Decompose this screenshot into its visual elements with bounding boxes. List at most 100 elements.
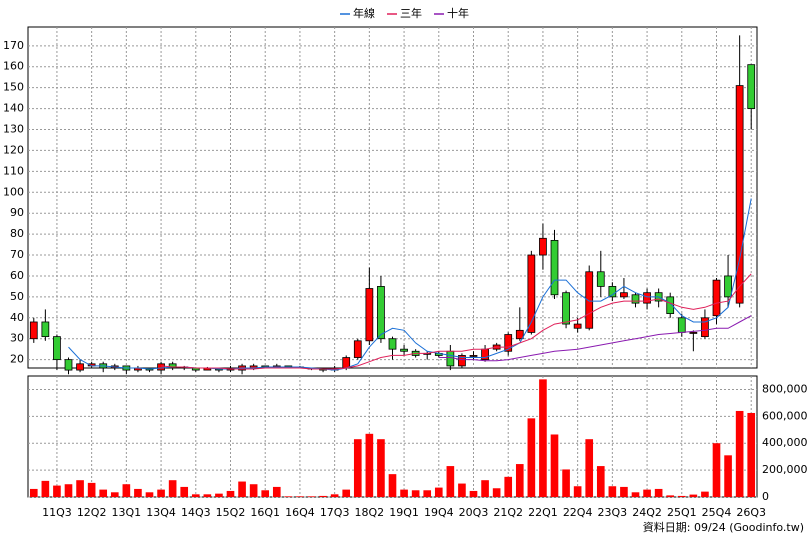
candle-body xyxy=(76,363,84,371)
volume-bar xyxy=(446,466,455,497)
volume-bar xyxy=(562,469,570,497)
x-tick-label: 12Q2 xyxy=(77,506,107,519)
candle-body xyxy=(168,363,177,369)
volume-bar xyxy=(238,481,246,497)
volume-bar xyxy=(504,476,513,497)
y2-tick-label: 0 xyxy=(762,490,769,503)
volume-bar xyxy=(377,439,385,497)
volume-bar xyxy=(550,434,559,497)
x-tick-label: 24Q2 xyxy=(632,506,662,519)
volume-bar xyxy=(168,480,177,497)
candle-body xyxy=(504,334,513,352)
candle-body xyxy=(620,292,628,298)
candle-body xyxy=(562,292,570,325)
x-tick-label: 11Q3 xyxy=(42,506,72,519)
y-tick-label: 30 xyxy=(10,332,24,345)
y-tick-label: 20 xyxy=(10,353,24,366)
volume-bar xyxy=(249,484,258,497)
candle-body xyxy=(388,338,397,350)
volume-bar xyxy=(411,490,420,497)
y2-tick-label: 400,000 xyxy=(762,436,808,449)
y-tick-label: 60 xyxy=(10,269,24,282)
legend-label: 三年 xyxy=(400,6,422,20)
volume-bar xyxy=(87,482,96,497)
volume-bar xyxy=(677,495,686,497)
candle-body xyxy=(550,239,559,296)
volume-bar xyxy=(134,488,142,497)
y2-tick-label: 800,000 xyxy=(762,382,808,395)
volume-bar xyxy=(99,489,108,497)
x-tick-label: 17Q3 xyxy=(320,506,350,519)
volume-bar xyxy=(145,492,154,497)
candle-body xyxy=(608,286,617,298)
x-tick-label: 15Q2 xyxy=(216,506,246,519)
x-tick-label: 14Q3 xyxy=(181,506,211,519)
candle-body xyxy=(735,85,744,304)
volume-bar xyxy=(191,494,200,497)
volume-bar xyxy=(53,485,61,497)
volume-bar xyxy=(110,492,119,497)
volume-bar xyxy=(654,488,663,497)
volume-bar xyxy=(203,494,212,497)
y-tick-label: 70 xyxy=(10,248,24,261)
y-tick-label: 110 xyxy=(3,164,24,177)
candle-body xyxy=(342,357,351,369)
volume-bar xyxy=(515,464,524,497)
candle-body xyxy=(481,348,489,361)
y-tick-label: 140 xyxy=(3,102,24,115)
volume-bar xyxy=(272,486,281,497)
candle-body xyxy=(689,332,698,334)
legend: 年線 三年 十年 xyxy=(340,6,469,20)
volume-bar xyxy=(458,483,466,497)
x-tick-label: 19Q4 xyxy=(424,506,454,519)
x-tick-label: 20Q3 xyxy=(459,506,489,519)
x-tick-label: 25Q1 xyxy=(667,506,697,519)
volume-bar xyxy=(539,379,547,497)
volume-bar xyxy=(701,491,709,497)
candle-body xyxy=(64,359,73,371)
candle-body xyxy=(41,321,50,338)
candle-body xyxy=(515,329,524,340)
x-tick-label: 13Q4 xyxy=(146,506,176,519)
volume-bar xyxy=(596,466,605,497)
candle-body xyxy=(747,64,756,109)
volume-bar xyxy=(284,496,293,497)
volume-bar xyxy=(180,486,189,497)
volume-bar xyxy=(689,494,698,497)
x-tick-label: 21Q2 xyxy=(493,506,523,519)
volume-bar xyxy=(527,418,536,497)
volume-bar xyxy=(342,489,351,497)
volume-bar xyxy=(735,410,744,497)
volume-bar xyxy=(631,492,640,497)
y-tick-label: 50 xyxy=(10,290,24,303)
volume-bar xyxy=(330,494,339,497)
volume-bar xyxy=(481,480,489,497)
volume-bar xyxy=(307,496,316,497)
volume-bar xyxy=(157,489,165,497)
legend-label: 十年 xyxy=(447,6,469,20)
candle-body xyxy=(573,323,582,329)
volume-bar xyxy=(712,443,721,497)
x-tick-label: 16Q4 xyxy=(285,506,315,519)
ma-line xyxy=(438,315,752,362)
y-tick-label: 80 xyxy=(10,227,24,240)
candle-body xyxy=(643,292,651,304)
x-tick-label: 19Q1 xyxy=(389,506,419,519)
volume-bar xyxy=(469,490,478,497)
candle-body xyxy=(377,286,385,340)
volume-bar xyxy=(64,484,73,497)
candle-body xyxy=(585,271,594,329)
volume-bar xyxy=(724,455,732,497)
candle-body xyxy=(365,288,374,342)
x-tick-label: 26Q3 xyxy=(736,506,766,519)
candle-body xyxy=(527,254,536,333)
x-tick-label: 16Q1 xyxy=(250,506,280,519)
candle-body xyxy=(53,336,61,361)
price-panel xyxy=(27,26,758,369)
candle-body xyxy=(400,348,408,352)
volume-bar xyxy=(296,496,304,497)
y-tick-label: 170 xyxy=(3,39,24,52)
candle-body xyxy=(596,271,605,287)
candle-body xyxy=(712,279,721,317)
x-tick-label: 18Q2 xyxy=(355,506,385,519)
